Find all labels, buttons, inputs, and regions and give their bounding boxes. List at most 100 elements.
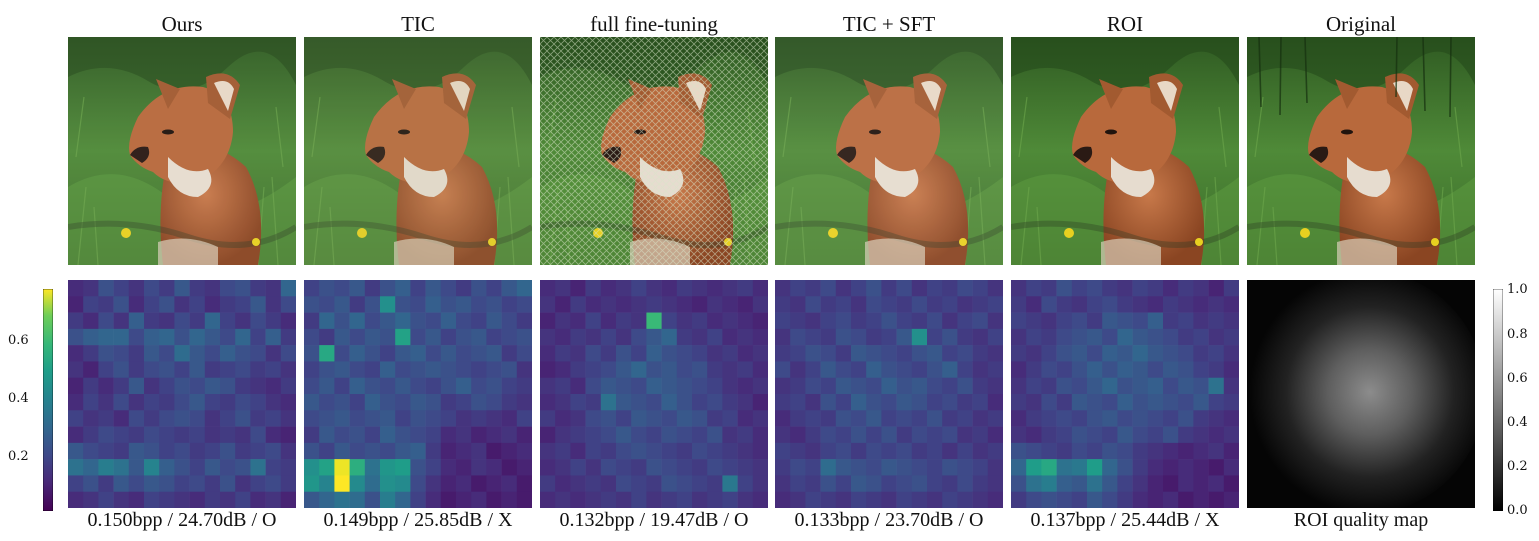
heatmap-cell [144, 491, 160, 508]
heatmap-cell [280, 361, 296, 379]
heatmap-cell [805, 394, 821, 411]
heatmap-cell [410, 491, 426, 508]
heatmap-cell [250, 280, 266, 297]
heatmap-cell [486, 312, 502, 330]
heatmap-cell [395, 442, 411, 460]
heatmap-cell [380, 361, 396, 379]
heatmap-cell [128, 426, 145, 444]
heatmap-cell [585, 312, 602, 330]
heatmap-cell [349, 296, 366, 313]
heatmap-cell [440, 475, 457, 493]
heatmap-cell [159, 394, 175, 411]
heatmap-cell [661, 312, 678, 330]
heatmap-cell [235, 296, 251, 313]
heatmap-cell [501, 442, 518, 460]
heatmap-cell [707, 410, 723, 427]
heatmap-cell [1041, 377, 1057, 395]
heatmap [775, 280, 1003, 508]
heatmap-cell [972, 280, 989, 297]
heatmap-cell [280, 345, 296, 362]
heatmap-cell [174, 426, 190, 444]
heatmap-cell [425, 296, 442, 313]
heatmap-cell [972, 296, 989, 313]
heatmap-cell [927, 410, 943, 427]
heatmap-cell [737, 459, 754, 476]
heatmap-cell [159, 491, 175, 508]
heatmap-cell [540, 280, 556, 297]
heatmap-cell [113, 475, 130, 493]
heatmap-cell [1011, 296, 1027, 313]
heatmap-cell [942, 312, 958, 330]
heatmap-cell [851, 491, 867, 508]
heatmap-cell [1102, 296, 1118, 313]
heatmap-cell [1087, 377, 1103, 395]
heatmap-cell [790, 491, 806, 508]
heatmap-cell [395, 410, 411, 427]
heatmap-cell [304, 475, 320, 493]
heatmap-cell [128, 328, 145, 346]
heatmap-cell [540, 442, 556, 460]
heatmap-cell [661, 410, 678, 427]
heatmap-cell [692, 377, 708, 395]
heatmap-cell [304, 377, 320, 395]
heatmap-cell [1071, 345, 1088, 362]
heatmap-cell [1011, 394, 1027, 411]
heatmap-cell [250, 312, 266, 330]
heatmap-cell [1178, 377, 1194, 395]
heatmap-cell [555, 345, 571, 362]
heatmap-cell [570, 361, 586, 379]
heatmap-cell [646, 410, 662, 427]
heatmap-cell [1163, 410, 1179, 427]
heatmap-cell [676, 328, 693, 346]
heatmap-cell [600, 475, 617, 493]
heatmap-cell [1147, 328, 1164, 346]
heatmap-cell [189, 475, 206, 493]
panel-ours: Ours 0.150bpp / 24.70dB / O [68, 0, 296, 541]
heatmap-cell [1056, 345, 1073, 362]
heatmap-cell [775, 475, 791, 493]
heatmap-cell [752, 377, 768, 395]
heatmap-cell [280, 328, 296, 346]
heatmap-cell [1026, 459, 1042, 476]
heatmap-cell [204, 459, 221, 476]
heatmap-cell [220, 475, 236, 493]
heatmap-cell [851, 312, 867, 330]
heatmap-cell [616, 410, 632, 427]
heatmap-cell [555, 377, 571, 395]
heatmap-cell [911, 442, 928, 460]
heatmap-cell [83, 410, 99, 427]
heatmap-cell [440, 394, 457, 411]
heatmap-cell [1117, 459, 1133, 476]
heatmap-cell [820, 410, 837, 427]
heatmap-cell [600, 442, 617, 460]
heatmap-cell [516, 377, 532, 395]
heatmap-cell [440, 328, 457, 346]
heatmap-cell [570, 475, 586, 493]
heatmap-cell [616, 475, 632, 493]
heatmap-cell [68, 296, 84, 313]
heatmap-cell [1071, 442, 1088, 460]
heatmap-cell [600, 361, 617, 379]
heatmap-cell [707, 426, 723, 444]
heatmap-cell [1132, 377, 1149, 395]
heatmap-cell [972, 361, 989, 379]
heatmap-cell [600, 280, 617, 297]
heatmap-cell [516, 312, 532, 330]
heatmap-cell [250, 345, 266, 362]
heatmap-cell [128, 377, 145, 395]
heatmap-cell [707, 280, 723, 297]
heatmap-cell [471, 410, 487, 427]
heatmap-cell [1178, 361, 1194, 379]
heatmap-cell [585, 377, 602, 395]
heatmap-cell [540, 328, 556, 346]
heatmap-cell [737, 442, 754, 460]
heatmap-cell [364, 328, 381, 346]
heatmap-cell [616, 328, 632, 346]
heatmap-cell [957, 328, 973, 346]
heatmap-cell [1056, 361, 1073, 379]
heatmap-cell [631, 312, 647, 330]
heatmap-cell [911, 377, 928, 395]
heatmap-cell [174, 328, 190, 346]
heatmap-cell [942, 442, 958, 460]
heatmap-cell [319, 377, 335, 395]
